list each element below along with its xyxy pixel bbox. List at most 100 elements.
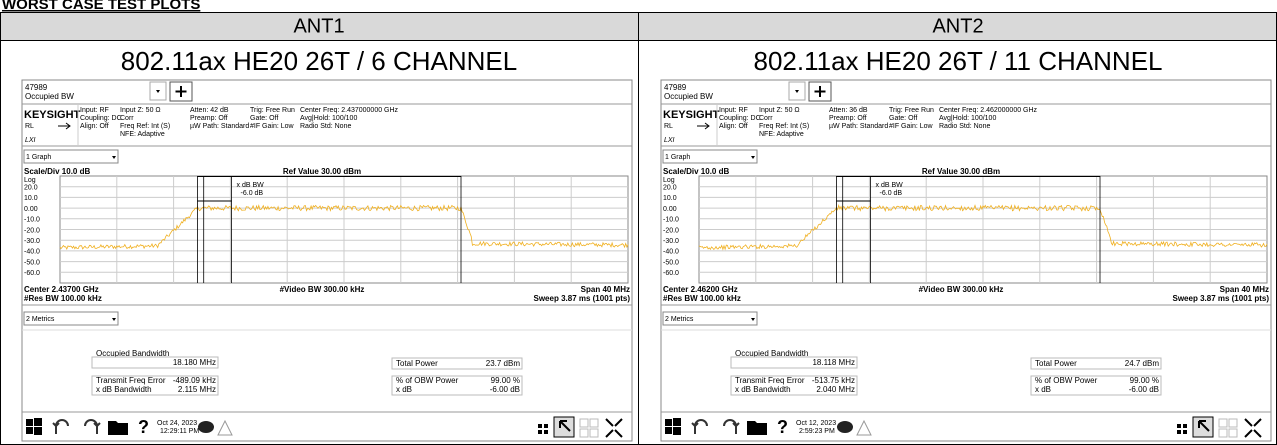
y-label: -60.0	[24, 270, 40, 277]
setting: Corr	[759, 115, 773, 122]
undo-icon	[691, 419, 708, 434]
plus-icon	[814, 86, 826, 97]
instrument-id: 47989	[25, 83, 48, 92]
marker-text: -6.0 dB	[241, 190, 264, 197]
metric-label: Occupied Bandwidth	[96, 349, 169, 358]
setting: Freq Ref: Int (S)	[759, 123, 809, 130]
setting: Trig: Free Run	[889, 107, 934, 114]
graph-menu-label: 1 Graph	[26, 154, 51, 161]
undo-icon	[84, 419, 101, 434]
fullscreen-icon	[605, 418, 623, 438]
setting: Center Freq: 2.462000000 GHz	[939, 107, 1038, 114]
metric-value: 24.7 dBm	[1125, 359, 1160, 368]
instrument-id: 47989	[664, 83, 687, 92]
sweep-label: Sweep 3.87 ms (1001 pts)	[534, 294, 631, 303]
metric-box	[730, 375, 858, 396]
setting: Center Freq: 2.437000000 GHz	[300, 107, 399, 114]
metric-value: -489.09 kHz	[173, 376, 216, 385]
metrics-menu	[662, 311, 758, 326]
input-arrow	[58, 122, 71, 130]
window-icon	[579, 418, 599, 438]
graph-menu	[662, 149, 758, 164]
setting: Avg|Hold: 100/100	[939, 115, 996, 122]
setting: #IF Gain: Low	[889, 123, 934, 130]
setting: µW Path: Standard	[190, 123, 249, 130]
dropdown-arrow	[156, 90, 160, 93]
pointer-icon	[1198, 420, 1210, 432]
plot-heading: 802.11ax HE20 26T / 6 CHANNEL	[121, 46, 517, 76]
y-label: -20.0	[24, 227, 40, 234]
measurement-name: Occupied BW	[664, 92, 713, 101]
plot-heading: 802.11ax HE20 26T / 11 CHANNEL	[753, 46, 1162, 76]
trace	[59, 204, 629, 250]
center-label: Center 2.46200 GHz	[663, 285, 738, 294]
warning-icon	[217, 419, 233, 436]
setting: Radio Std: None	[939, 123, 990, 130]
date-label: Oct 12, 2023	[796, 420, 836, 427]
setting: Coupling: DC	[719, 115, 761, 122]
metric-value: -6.00 dB	[1129, 385, 1159, 394]
y-label: -30.0	[663, 238, 679, 245]
scale-label: Scale/Div 10.0 dB	[24, 167, 90, 176]
setting: Corr	[120, 115, 134, 122]
setting: Avg|Hold: 100/100	[300, 115, 357, 122]
metrics-menu-label: 2 Metrics	[665, 316, 694, 323]
setting: Coupling: DC	[80, 115, 122, 122]
y-label: -40.0	[663, 249, 679, 256]
metric-box	[91, 356, 219, 369]
metric-value: 99.00 %	[1130, 376, 1159, 385]
center-label: Center 2.43700 GHz	[24, 285, 99, 294]
metric-label: x dB	[1035, 385, 1051, 394]
setting: Input Z: 50 Ω	[120, 107, 161, 114]
chat-icon	[837, 421, 853, 433]
fullscreen-icon	[1244, 418, 1262, 438]
metric-box	[730, 356, 858, 369]
metrics-menu-label: 2 Metrics	[26, 316, 55, 323]
metric-box	[91, 375, 219, 396]
setting: Preamp: Off	[190, 115, 228, 122]
dropdown-arrow	[795, 90, 799, 93]
dropdown-arrow	[751, 156, 755, 159]
dropdown-arrow	[112, 318, 116, 321]
sweep-label: Sweep 3.87 ms (1001 pts)	[1173, 294, 1270, 303]
graph-menu	[23, 149, 119, 164]
window-icon	[1218, 418, 1238, 438]
folder-icon	[108, 421, 128, 435]
ref-label: Ref Value 30.00 dBm	[283, 167, 361, 176]
setting: Radio Std: None	[300, 123, 351, 130]
plus-icon	[175, 86, 187, 97]
y-label: -50.0	[24, 259, 40, 266]
metric-value: 23.7 dBm	[486, 359, 521, 368]
setting: Gate: Off	[889, 115, 917, 122]
metric-value: 2.115 MHz	[178, 385, 216, 394]
y-label: -60.0	[663, 270, 679, 277]
rbw-label: #Res BW 100.00 kHz	[24, 294, 102, 303]
setting: NFE: Adaptive	[759, 131, 804, 138]
scale-label: Scale/Div 10.0 dB	[663, 167, 729, 176]
setting: Input: RF	[80, 107, 109, 114]
metric-label: x dB Bandwidth	[735, 385, 791, 394]
metric-label: % of OBW Power	[1035, 376, 1098, 385]
metric-value: -513.75 kHz	[812, 376, 855, 385]
log-label: Log	[663, 177, 675, 184]
column-header: ANT1	[293, 15, 344, 37]
ref-label: Ref Value 30.00 dBm	[922, 167, 1000, 176]
metric-label: x dB	[396, 385, 412, 394]
column-header: ANT2	[932, 15, 983, 37]
undo-icon	[52, 419, 69, 434]
y-label: -50.0	[663, 259, 679, 266]
y-label: -10.0	[663, 217, 679, 224]
metric-box	[1030, 375, 1162, 396]
setting: Preamp: Off	[829, 115, 867, 122]
metric-box	[391, 357, 523, 370]
metrics-menu	[23, 311, 119, 326]
dropdown-arrow	[751, 318, 755, 321]
metric-value: -6.00 dB	[490, 385, 520, 394]
metric-label: Transmit Freq Error	[735, 376, 805, 385]
metric-label: % of OBW Power	[396, 376, 459, 385]
time-label: 2:59:23 PM	[799, 428, 835, 435]
metric-value: 2.040 MHz	[816, 385, 855, 394]
marker-text: x dB BW	[876, 182, 904, 189]
vbw-label: #Video BW 300.00 kHz	[919, 285, 1004, 294]
